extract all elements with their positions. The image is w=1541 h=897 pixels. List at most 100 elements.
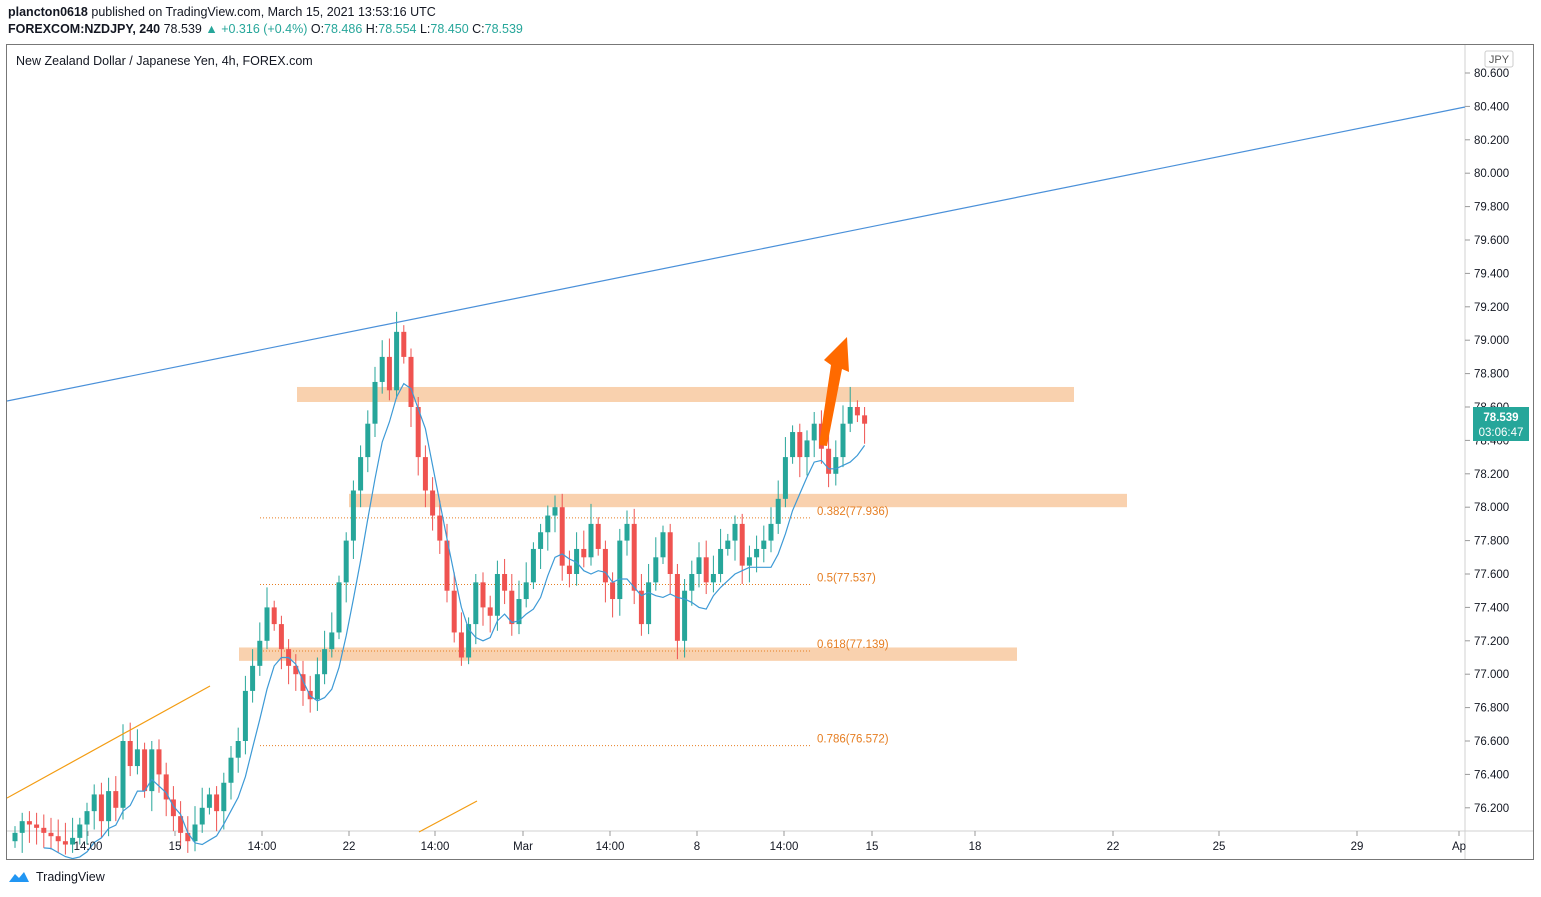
candle-body xyxy=(718,548,724,574)
fib-label: 0.786(76.572) xyxy=(817,734,889,746)
x-tick-label: 8 xyxy=(694,841,700,853)
candle-body xyxy=(12,832,18,842)
y-tick-label: 78.200 xyxy=(1474,469,1509,481)
fib-label: 0.5(77.537) xyxy=(817,573,876,585)
candle-body xyxy=(228,757,234,783)
currency-badge[interactable] xyxy=(1484,50,1514,68)
candle-body xyxy=(134,749,140,767)
tradingview-logo-icon xyxy=(9,872,29,882)
price-chart[interactable]: 0.382(77.936) 0.5(77.537) 0.618(77.139) 0.7… xyxy=(7,45,1533,859)
candle-body xyxy=(329,632,335,650)
candle-body xyxy=(811,423,817,441)
candle-body xyxy=(739,523,745,566)
candle-body xyxy=(523,582,529,600)
candle-body xyxy=(646,582,652,625)
candle-body xyxy=(790,432,796,458)
chart-frame[interactable]: 0.382(77.936) 0.5(77.537) 0.618(77.139) 0.7… xyxy=(6,44,1534,860)
candle-body xyxy=(444,540,450,591)
y-tick-label: 77.800 xyxy=(1474,536,1509,548)
candle-body xyxy=(754,548,760,558)
candle-body xyxy=(84,811,90,825)
y-tick-label: 80.400 xyxy=(1474,101,1509,113)
candle-body xyxy=(826,448,832,474)
change-label: +0.316 (+0.4%) xyxy=(221,22,308,36)
candle-body xyxy=(379,356,385,382)
trend-line-upper[interactable] xyxy=(7,106,1466,402)
x-tick-label: 22 xyxy=(343,841,356,853)
candle-body xyxy=(408,356,414,407)
candle-body xyxy=(156,749,162,775)
time-axis[interactable]: 14:00 15 14:00 22 14:00 Mar 14:00 8 14:00 15 18 22 2… xyxy=(74,831,1466,853)
candle-body xyxy=(430,490,436,516)
candle-body xyxy=(62,841,68,845)
candle-body xyxy=(458,632,464,658)
candle-body xyxy=(703,557,709,583)
candle-body xyxy=(660,532,666,558)
candle-body xyxy=(322,649,328,675)
candle-body xyxy=(142,749,148,792)
candle-body xyxy=(221,782,227,812)
price-axis[interactable]: 80.600 80.400 80.200 80.000 79.800 79.600 79.4… xyxy=(1465,68,1509,815)
candle-body xyxy=(214,794,220,812)
candle-body xyxy=(602,548,608,583)
trend-line-lower-1[interactable] xyxy=(7,685,211,799)
publisher-line: plancton0618 published on TradingView.co… xyxy=(8,4,523,21)
publisher-name[interactable]: plancton0618 xyxy=(8,5,88,19)
zones xyxy=(239,386,1127,661)
candle-body xyxy=(77,824,83,838)
candle-body xyxy=(386,356,392,391)
sr-zone[interactable] xyxy=(297,386,1074,402)
moving-average-line[interactable] xyxy=(43,382,866,859)
y-tick-label: 80.200 xyxy=(1474,135,1509,147)
candle-body xyxy=(595,523,601,549)
y-tick-label: 79.600 xyxy=(1474,235,1509,247)
bar-countdown: 03:06:47 xyxy=(1479,427,1524,439)
candle-body xyxy=(667,532,673,574)
y-tick-label: 77.400 xyxy=(1474,602,1509,614)
candle-body xyxy=(372,381,378,424)
x-tick-label: 14:00 xyxy=(596,841,625,853)
candle-body xyxy=(732,523,738,541)
candle-body xyxy=(552,507,558,516)
candle-body xyxy=(631,523,637,591)
y-tick-label: 78.800 xyxy=(1474,369,1509,381)
up-arrow-icon: ▲ xyxy=(205,22,218,36)
tradingview-footer[interactable]: TradingView xyxy=(8,870,105,884)
candle-body xyxy=(26,821,32,825)
candle-body xyxy=(682,590,688,641)
candle-body xyxy=(559,507,565,566)
low-key: L: xyxy=(419,22,431,36)
y-tick-label: 76.400 xyxy=(1474,769,1509,781)
last-price-value: 78.539 xyxy=(1483,412,1518,424)
x-tick-label: 29 xyxy=(1351,841,1364,853)
candle-body xyxy=(113,791,119,808)
candle-body xyxy=(566,565,572,574)
candle-body xyxy=(170,799,176,817)
candle-body xyxy=(473,582,479,625)
candles xyxy=(12,311,868,855)
bullish-arrow-icon[interactable] xyxy=(819,337,849,446)
candle-body xyxy=(746,557,752,566)
sr-zone[interactable] xyxy=(349,493,1127,508)
candle-body xyxy=(624,523,630,541)
candle-body xyxy=(574,548,580,574)
candle-body xyxy=(437,515,443,541)
candle-body xyxy=(264,607,270,641)
candle-body xyxy=(127,741,133,767)
y-tick-label: 77.000 xyxy=(1474,669,1509,681)
candle-body xyxy=(516,599,522,625)
candle-body xyxy=(487,607,493,616)
candle-body xyxy=(343,540,349,583)
candle-body xyxy=(509,590,515,625)
tradingview-brand: TradingView xyxy=(36,870,105,884)
candle-body xyxy=(271,607,277,625)
sr-zone[interactable] xyxy=(239,647,1017,661)
x-tick-label: Ap xyxy=(1452,841,1466,853)
candle-body xyxy=(206,794,212,808)
candle-body xyxy=(653,557,659,583)
candle-body xyxy=(674,574,680,641)
y-tick-label: 78.000 xyxy=(1474,502,1509,514)
y-tick-label: 79.200 xyxy=(1474,302,1509,314)
trend-line-lower-2[interactable] xyxy=(418,800,478,833)
candle-body xyxy=(710,574,716,583)
